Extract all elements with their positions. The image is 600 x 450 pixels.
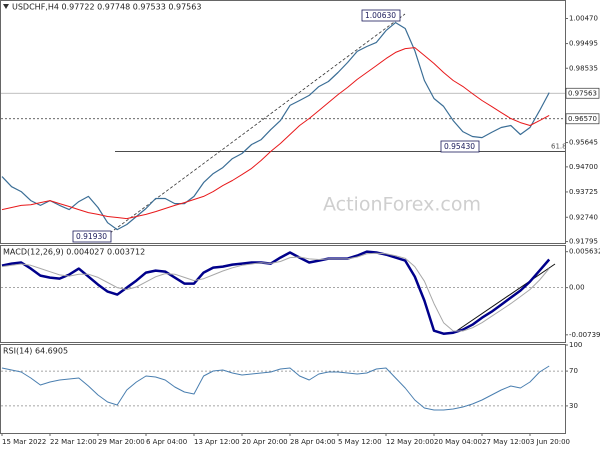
x-tick-label: 12 May 20:00 [386,438,434,446]
annotation: 0.95430 [444,142,475,151]
rsi-title: RSI(14) 64.6905 [3,347,68,356]
rsi-panel [0,344,566,434]
y-tick-label: 0.95645 [569,139,598,147]
x-tick-label: 6 Apr 04:00 [146,438,187,446]
y-tick-label: 100 [569,341,582,349]
y-tick-label: 0.98535 [569,64,598,72]
y-tick-label: 0.99495 [569,40,598,48]
x-tick-label: 15 Mar 2022 [2,438,46,446]
x-tick-label: 22 Mar 12:00 [50,438,97,446]
x-tick-label: 29 Mar 20:00 [98,438,145,446]
macd-title: MACD(12,26,9) 0.004027 0.003712 [3,248,145,257]
annotation: 0.91930 [76,232,107,241]
x-tick-label: 13 Apr 12:00 [194,438,240,446]
annotation-box [72,230,112,243]
series-line [1,252,550,332]
y-tick-label: 0.91795 [569,238,598,246]
fib-label: 61.8 [551,142,567,150]
x-tick-label: 27 May 12:00 [482,438,530,446]
x-tick-label: 20 Apr 20:00 [242,438,288,446]
annotation-box [361,9,401,22]
x-tick-label: 28 Apr 04:00 [290,438,336,446]
x-tick-label: 3 Jun 20:00 [530,438,570,446]
annotation-box [440,140,480,153]
y-tick-label: -0.007395 [569,331,600,339]
y-tick-label: 30 [569,402,578,410]
y-tick-label: 0.94700 [569,163,598,171]
macd-trend-line [454,263,556,333]
y-tick-label: 0.93725 [569,188,598,196]
menu-triangle [3,4,9,9]
x-tick-label: 20 May 04:00 [434,438,482,446]
annotation: 1.00630 [365,11,396,20]
y-tick-label: 0.00 [569,284,585,292]
price-box [565,113,600,125]
price-box-label: 0.97563 [568,89,597,97]
series-line [1,47,550,220]
y-tick-label: 0.92740 [569,213,598,221]
y-tick-label: 1.00470 [569,15,598,23]
price-box [565,87,600,99]
series-line [1,365,550,411]
x-tick-label: 5 May 12:00 [338,438,382,446]
watermark: ActionForex.com [323,194,481,216]
y-tick-label: 0.005632 [569,248,600,256]
chart-title: USDCHF,H4 0.97722 0.97748 0.97533 0.9756… [12,3,201,12]
price-box-label: 0.96570 [568,115,597,123]
trend-line [109,13,406,234]
y-tick-label: 70 [569,367,578,375]
series-line [1,22,550,231]
